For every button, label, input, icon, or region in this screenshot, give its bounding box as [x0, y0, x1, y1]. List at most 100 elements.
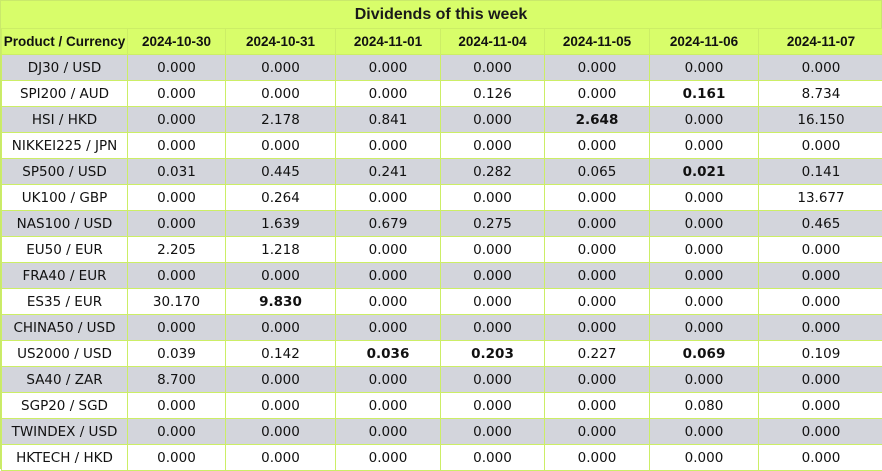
- dividend-value-cell: 0.000: [128, 55, 226, 81]
- dividend-value-cell: 0.000: [336, 133, 441, 159]
- dividend-value-cell: 0.000: [128, 211, 226, 237]
- dividend-value-cell: 2.648: [545, 107, 650, 133]
- product-cell: NIKKEI225 / JPN: [2, 133, 128, 159]
- dividend-value-cell: 0.000: [650, 367, 759, 393]
- dividend-value-cell: 0.126: [441, 81, 545, 107]
- dividend-value-cell: 0.000: [759, 133, 882, 159]
- dividend-value-cell: 0.000: [441, 237, 545, 263]
- dividend-value-cell: 0.000: [128, 445, 226, 471]
- dividend-value-cell: 0.000: [545, 445, 650, 471]
- product-cell: HSI / HKD: [2, 107, 128, 133]
- dividend-value-cell: 2.178: [226, 107, 336, 133]
- dividend-value-cell: 8.700: [128, 367, 226, 393]
- dividend-value-cell: 0.000: [650, 315, 759, 341]
- dividend-value-cell: 0.000: [545, 315, 650, 341]
- dividend-value-cell: 0.000: [336, 419, 441, 445]
- dividend-value-cell: 8.734: [759, 81, 882, 107]
- dividend-value-cell: 0.000: [441, 55, 545, 81]
- dividend-value-cell: 0.000: [441, 315, 545, 341]
- dividend-value-cell: 0.065: [545, 159, 650, 185]
- product-cell: SPI200 / AUD: [2, 81, 128, 107]
- column-header-date: 2024-11-06: [650, 29, 759, 55]
- dividend-value-cell: 0.000: [441, 185, 545, 211]
- dividend-value-cell: 0.000: [336, 315, 441, 341]
- dividend-value-cell: 0.000: [650, 133, 759, 159]
- dividend-value-cell: 0.000: [226, 393, 336, 419]
- dividend-value-cell: 0.000: [128, 419, 226, 445]
- dividend-value-cell: 1.639: [226, 211, 336, 237]
- dividend-value-cell: 0.000: [336, 393, 441, 419]
- dividend-value-cell: 9.830: [226, 289, 336, 315]
- dividend-value-cell: 0.000: [226, 81, 336, 107]
- dividend-value-cell: 0.000: [650, 185, 759, 211]
- dividend-value-cell: 0.000: [336, 263, 441, 289]
- column-header-date: 2024-11-04: [441, 29, 545, 55]
- dividend-value-cell: 16.150: [759, 107, 882, 133]
- product-cell: UK100 / GBP: [2, 185, 128, 211]
- dividend-value-cell: 0.000: [441, 263, 545, 289]
- column-header-date: 2024-10-30: [128, 29, 226, 55]
- dividend-value-cell: 0.000: [545, 263, 650, 289]
- dividend-value-cell: 0.039: [128, 341, 226, 367]
- dividend-value-cell: 0.021: [650, 159, 759, 185]
- column-header-date: 2024-11-01: [336, 29, 441, 55]
- dividend-value-cell: 0.000: [759, 263, 882, 289]
- dividend-value-cell: 0.000: [226, 55, 336, 81]
- dividend-value-cell: 0.000: [759, 55, 882, 81]
- dividend-value-cell: 0.000: [441, 367, 545, 393]
- dividend-value-cell: 0.000: [336, 185, 441, 211]
- dividend-value-cell: 0.000: [128, 263, 226, 289]
- dividend-value-cell: 0.000: [545, 55, 650, 81]
- dividend-value-cell: 0.000: [128, 315, 226, 341]
- dividend-value-cell: 0.445: [226, 159, 336, 185]
- product-cell: DJ30 / USD: [2, 55, 128, 81]
- dividend-value-cell: 0.000: [441, 419, 545, 445]
- dividend-value-cell: 0.000: [650, 237, 759, 263]
- dividend-value-cell: 0.000: [545, 211, 650, 237]
- dividend-value-cell: 0.000: [441, 289, 545, 315]
- dividend-value-cell: 13.677: [759, 185, 882, 211]
- dividend-value-cell: 0.282: [441, 159, 545, 185]
- dividend-value-cell: 0.465: [759, 211, 882, 237]
- dividend-value-cell: 0.227: [545, 341, 650, 367]
- dividend-value-cell: 0.000: [759, 393, 882, 419]
- column-header-date: 2024-10-31: [226, 29, 336, 55]
- dividend-value-cell: 0.000: [545, 419, 650, 445]
- dividend-value-cell: 0.000: [650, 55, 759, 81]
- dividend-value-cell: 0.000: [545, 289, 650, 315]
- dividend-value-cell: 0.000: [128, 81, 226, 107]
- dividend-value-cell: 0.000: [226, 445, 336, 471]
- dividend-value-cell: 0.000: [226, 315, 336, 341]
- dividend-value-cell: 0.000: [759, 237, 882, 263]
- dividend-value-cell: 0.000: [759, 419, 882, 445]
- dividend-value-cell: 0.000: [759, 367, 882, 393]
- dividend-value-cell: 0.000: [545, 185, 650, 211]
- dividend-value-cell: 0.000: [336, 81, 441, 107]
- dividend-value-cell: 0.036: [336, 341, 441, 367]
- dividend-value-cell: 0.000: [650, 419, 759, 445]
- dividend-value-cell: 0.000: [759, 315, 882, 341]
- dividend-value-cell: 0.000: [226, 133, 336, 159]
- product-cell: TWINDEX / USD: [2, 419, 128, 445]
- dividend-value-cell: 2.205: [128, 237, 226, 263]
- dividend-value-cell: 0.679: [336, 211, 441, 237]
- product-cell: SGP20 / SGD: [2, 393, 128, 419]
- dividend-value-cell: 0.000: [650, 211, 759, 237]
- product-cell: NAS100 / USD: [2, 211, 128, 237]
- dividend-value-cell: 0.000: [545, 237, 650, 263]
- product-cell: HKTECH / HKD: [2, 445, 128, 471]
